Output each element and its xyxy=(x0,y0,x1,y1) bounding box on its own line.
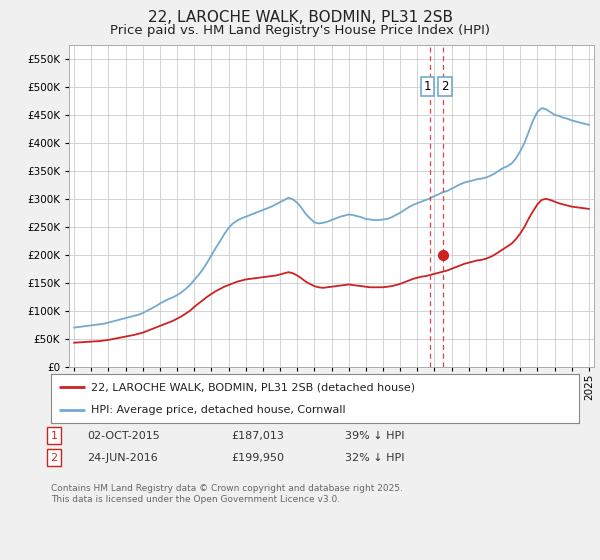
Text: Contains HM Land Registry data © Crown copyright and database right 2025.
This d: Contains HM Land Registry data © Crown c… xyxy=(51,484,403,504)
Text: £187,013: £187,013 xyxy=(231,431,284,441)
Text: 2: 2 xyxy=(50,452,58,463)
Text: 02-OCT-2015: 02-OCT-2015 xyxy=(87,431,160,441)
Text: 22, LAROCHE WALK, BODMIN, PL31 2SB: 22, LAROCHE WALK, BODMIN, PL31 2SB xyxy=(148,10,452,25)
Text: Price paid vs. HM Land Registry's House Price Index (HPI): Price paid vs. HM Land Registry's House … xyxy=(110,24,490,36)
Text: HPI: Average price, detached house, Cornwall: HPI: Average price, detached house, Corn… xyxy=(91,405,345,416)
Text: 22, LAROCHE WALK, BODMIN, PL31 2SB (detached house): 22, LAROCHE WALK, BODMIN, PL31 2SB (deta… xyxy=(91,382,415,393)
Text: 39% ↓ HPI: 39% ↓ HPI xyxy=(345,431,404,441)
Text: 24-JUN-2016: 24-JUN-2016 xyxy=(87,452,158,463)
Text: 1: 1 xyxy=(50,431,58,441)
Text: £199,950: £199,950 xyxy=(231,452,284,463)
Text: 32% ↓ HPI: 32% ↓ HPI xyxy=(345,452,404,463)
Text: 1: 1 xyxy=(424,80,431,94)
Text: 2: 2 xyxy=(442,80,449,94)
